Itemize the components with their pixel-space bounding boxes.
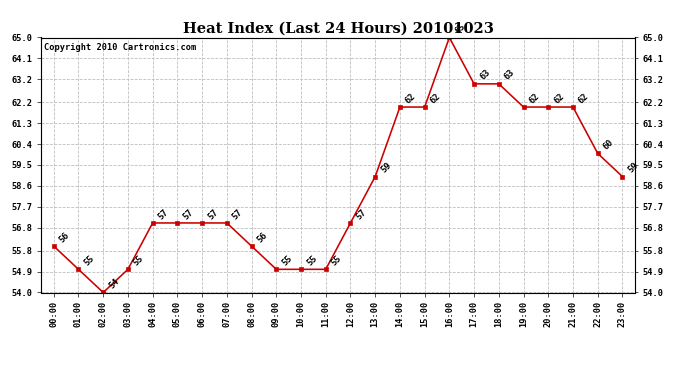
Text: 62: 62	[404, 91, 417, 105]
Text: 57: 57	[355, 207, 368, 221]
Text: 62: 62	[428, 91, 442, 105]
Text: 54: 54	[107, 277, 121, 291]
Text: Copyright 2010 Cartronics.com: Copyright 2010 Cartronics.com	[44, 43, 197, 52]
Text: 56: 56	[58, 230, 72, 244]
Text: 62: 62	[528, 91, 542, 105]
Text: 55: 55	[330, 254, 344, 267]
Text: 57: 57	[231, 207, 245, 221]
Text: 62: 62	[577, 91, 591, 105]
Text: 55: 55	[132, 254, 146, 267]
Text: 65: 65	[453, 22, 467, 36]
Text: 62: 62	[552, 91, 566, 105]
Text: 57: 57	[181, 207, 195, 221]
Text: 59: 59	[627, 161, 640, 175]
Text: 63: 63	[478, 68, 492, 82]
Title: Heat Index (Last 24 Hours) 20101023: Heat Index (Last 24 Hours) 20101023	[183, 21, 493, 35]
Text: 63: 63	[503, 68, 517, 82]
Text: 55: 55	[280, 254, 294, 267]
Text: 59: 59	[380, 161, 393, 175]
Text: 56: 56	[255, 230, 269, 244]
Text: 55: 55	[83, 254, 97, 267]
Text: 57: 57	[206, 207, 220, 221]
Text: 60: 60	[602, 138, 615, 152]
Text: 57: 57	[157, 207, 170, 221]
Text: 55: 55	[305, 254, 319, 267]
